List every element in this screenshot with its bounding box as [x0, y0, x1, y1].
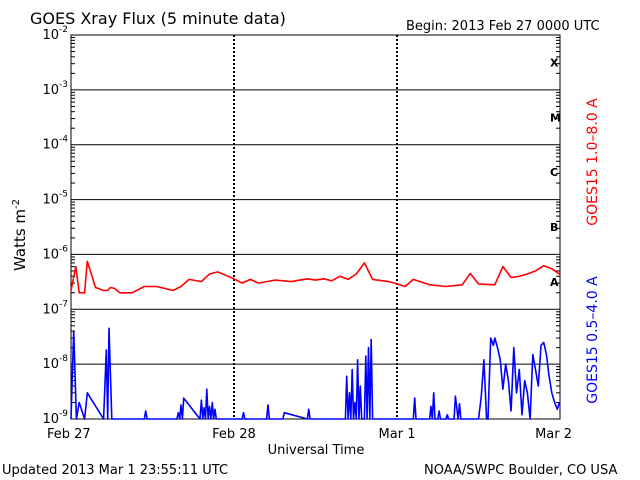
y-axis-label-main: Watts m — [11, 209, 29, 271]
y-tick-label: 10-2 — [42, 25, 68, 43]
flare-class-label: X — [550, 56, 559, 69]
flare-class-label: C — [550, 166, 558, 179]
y-tick-label: 10-7 — [42, 299, 68, 317]
y-tick-label: 10-3 — [42, 80, 68, 98]
begin-label: Begin: 2013 Feb 27 0000 UTC — [406, 19, 600, 34]
y-tick-label: 10-4 — [42, 135, 68, 153]
plot-border — [70, 34, 561, 420]
x-tick-label: Mar 1 — [379, 427, 416, 442]
y-axis-label-exp: -2 — [11, 199, 22, 209]
chart-title: GOES Xray Flux (5 minute data) — [30, 9, 286, 28]
series-line-long — [70, 260, 560, 294]
y-tick-label: 10-6 — [42, 244, 68, 262]
y-tick-label: 10-9 — [42, 409, 68, 427]
series-line-short — [70, 327, 561, 420]
y-tick-label: 10-8 — [42, 354, 68, 372]
series-label-long: GOES15 1.0–8.0 A — [585, 98, 601, 226]
x-tick-label: Mar 2 — [535, 427, 572, 442]
credit-label: NOAA/SWPC Boulder, CO USA — [424, 463, 617, 478]
x-tick-label: Feb 27 — [47, 427, 91, 442]
flare-class-label: B — [550, 221, 558, 234]
updated-label: Updated 2013 Mar 1 23:55:11 UTC — [2, 463, 228, 478]
series-label-short: GOES15 0.5–4.0 A — [585, 276, 601, 404]
flare-class-label: M — [550, 111, 561, 124]
y-axis-label: Watts m-2 — [11, 199, 29, 271]
x-tick-label: Feb 28 — [212, 427, 256, 442]
y-tick-label: 10-5 — [42, 190, 68, 208]
flare-class-label: A — [550, 276, 559, 289]
x-axis-label: Universal Time — [268, 443, 365, 458]
